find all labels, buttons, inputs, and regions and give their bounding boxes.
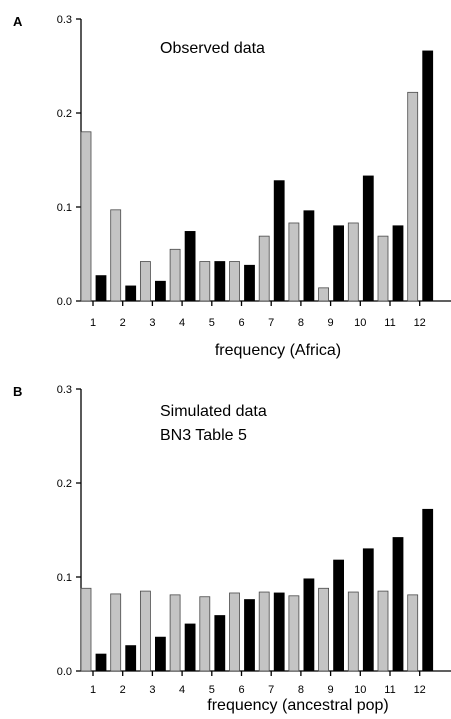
x-axis-title: frequency (ancestral pop) xyxy=(207,697,388,714)
bar-black xyxy=(95,275,107,302)
x-tick-label: 10 xyxy=(354,684,366,696)
bar-black xyxy=(392,225,404,302)
x-tick-label: 7 xyxy=(268,317,274,329)
bar-black xyxy=(273,180,285,302)
bar-black xyxy=(125,285,137,302)
y-tick-label: 0.1 xyxy=(57,572,72,584)
x-tick-label: 3 xyxy=(149,317,155,329)
bar-gray xyxy=(229,592,240,672)
y-tick-label: 0.0 xyxy=(57,296,72,308)
bar-gray xyxy=(110,209,122,302)
bar-gray xyxy=(407,594,419,672)
bar-black xyxy=(333,225,345,302)
bar-gray xyxy=(199,261,211,302)
bar-gray xyxy=(318,587,330,672)
bar-gray xyxy=(80,587,92,672)
bar-black xyxy=(362,175,374,302)
bar-gray xyxy=(80,131,92,302)
bar-black xyxy=(95,653,107,672)
bar-gray xyxy=(169,594,181,672)
x-tick-label: 2 xyxy=(120,317,126,329)
x-tick-label: 5 xyxy=(209,684,215,696)
panel-letter: B xyxy=(13,384,22,399)
bar-black xyxy=(303,578,315,672)
bar-black xyxy=(362,548,374,672)
bar-black xyxy=(392,537,404,672)
bar-black xyxy=(244,599,255,672)
bar-gray xyxy=(407,91,419,302)
x-tick-label: 8 xyxy=(298,684,304,696)
x-tick-label: 6 xyxy=(238,317,244,329)
bar-black xyxy=(214,615,226,672)
bar-black xyxy=(184,623,196,672)
bar-black xyxy=(273,592,285,672)
y-tick-label: 0.3 xyxy=(57,384,72,396)
bar-black xyxy=(125,645,137,672)
x-tick-label: 12 xyxy=(414,317,426,329)
bar-gray xyxy=(347,591,359,672)
bar-gray xyxy=(139,261,151,302)
x-tick-label: 9 xyxy=(328,684,334,696)
bar-gray xyxy=(377,590,389,672)
x-tick-label: 1 xyxy=(90,684,96,696)
bar-black xyxy=(154,280,166,302)
x-tick-label: 6 xyxy=(238,684,244,696)
y-tick-label: 0.3 xyxy=(57,14,72,26)
annotation-text: BN3 Table 5 xyxy=(160,427,247,444)
x-tick-label: 10 xyxy=(354,317,366,329)
bar-black xyxy=(333,559,345,672)
bar-gray xyxy=(258,235,270,302)
bar-black xyxy=(422,508,434,672)
x-tick-label: 12 xyxy=(414,684,426,696)
bar-black xyxy=(154,636,166,672)
bar-gray xyxy=(229,261,240,302)
y-tick-label: 0.2 xyxy=(57,478,72,490)
x-tick-label: 11 xyxy=(384,317,395,329)
x-tick-label: 11 xyxy=(384,684,395,696)
x-tick-label: 3 xyxy=(149,684,155,696)
bar-black xyxy=(422,50,434,302)
x-tick-label: 1 xyxy=(90,317,96,329)
x-tick-label: 8 xyxy=(298,317,304,329)
bar-black xyxy=(184,231,196,302)
annotation-text: Observed data xyxy=(160,40,265,57)
x-tick-label: 9 xyxy=(328,317,334,329)
bar-black xyxy=(244,264,255,302)
y-tick-label: 0.1 xyxy=(57,202,72,214)
bar-gray xyxy=(318,287,330,302)
bar-gray xyxy=(377,235,389,302)
panel-letter: A xyxy=(13,14,23,29)
bar-gray xyxy=(169,248,181,302)
y-tick-label: 0.2 xyxy=(57,108,72,120)
x-tick-label: 7 xyxy=(268,684,274,696)
bar-black xyxy=(303,210,315,302)
y-tick-label: 0.0 xyxy=(57,666,72,678)
x-tick-label: 5 xyxy=(209,317,215,329)
annotation-text: Simulated data xyxy=(160,403,267,420)
bar-gray xyxy=(258,591,270,672)
x-tick-label: 4 xyxy=(179,317,185,329)
x-tick-label: 4 xyxy=(179,684,185,696)
x-axis-title: frequency (Africa) xyxy=(215,342,341,359)
bar-gray xyxy=(199,596,211,672)
bar-black xyxy=(214,261,226,302)
bar-gray xyxy=(110,593,122,672)
bar-gray xyxy=(347,222,359,302)
bar-gray xyxy=(288,595,300,672)
x-tick-label: 2 xyxy=(120,684,126,696)
bar-gray xyxy=(288,222,300,302)
bar-gray xyxy=(139,590,151,672)
